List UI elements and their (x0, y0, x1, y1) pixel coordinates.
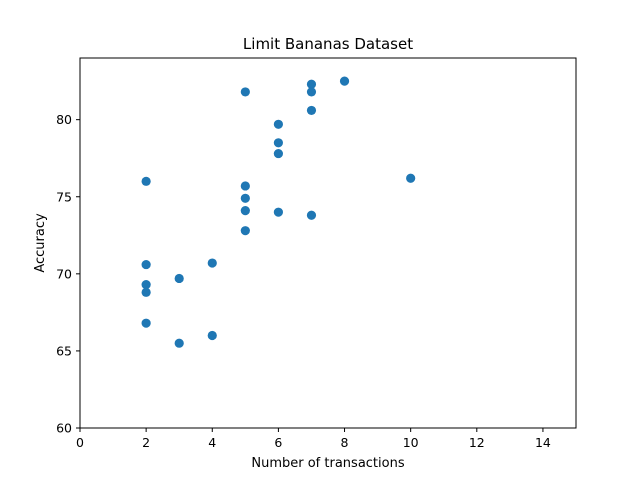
data-point (141, 176, 151, 186)
x-tick-label: 0 (76, 435, 84, 450)
data-point (306, 87, 317, 97)
x-tick-label: 14 (535, 435, 551, 450)
x-tick-label: 12 (469, 435, 485, 450)
data-point (141, 287, 151, 297)
plot-frame (79, 57, 577, 429)
data-point (207, 330, 217, 341)
data-point (141, 318, 151, 328)
data-point (240, 87, 250, 97)
x-tick-label: 10 (403, 435, 419, 450)
x-tick-label: 6 (274, 435, 282, 450)
plot-area (79, 57, 577, 429)
x-axis-label: Number of transactions (251, 456, 404, 471)
y-tick-label: 70 (56, 266, 72, 281)
data-point (207, 258, 217, 268)
data-point (240, 226, 250, 236)
y-axis-label: Accuracy (33, 213, 48, 273)
data-point (306, 105, 317, 116)
data-point (240, 181, 250, 191)
data-points (141, 76, 416, 348)
y-tick-label: 80 (56, 112, 72, 127)
y-axis: 60 65 70 75 80 (56, 112, 80, 436)
data-point (273, 207, 283, 217)
data-point (273, 138, 283, 148)
data-point (141, 259, 151, 270)
data-point (141, 280, 151, 290)
data-point (174, 338, 184, 348)
data-point (273, 119, 283, 129)
data-point (306, 79, 317, 89)
y-tick-label: 65 (56, 343, 72, 358)
data-point (174, 273, 184, 284)
x-tick-label: 4 (208, 435, 216, 450)
x-tick-label: 8 (341, 435, 349, 450)
data-point (306, 210, 317, 220)
x-tick-label: 2 (142, 435, 150, 450)
chart-title: Limit Bananas Dataset (243, 35, 413, 53)
data-point (240, 193, 250, 203)
data-point (273, 148, 283, 159)
data-point (339, 76, 350, 86)
y-tick-label: 60 (56, 421, 72, 436)
data-point (406, 173, 416, 183)
y-tick-label: 75 (56, 189, 72, 204)
data-point (240, 206, 250, 216)
x-axis: 0 2 4 6 8 10 12 14 (76, 428, 551, 450)
